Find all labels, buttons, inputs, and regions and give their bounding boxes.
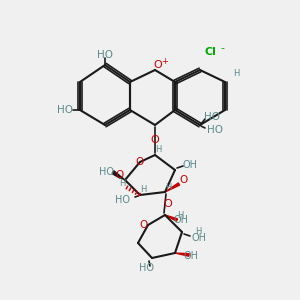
Text: H: H (233, 70, 239, 79)
Text: O: O (164, 199, 172, 209)
Text: H: H (195, 227, 201, 236)
Text: OH: OH (191, 233, 206, 243)
Text: O: O (140, 220, 148, 230)
Polygon shape (165, 183, 180, 192)
Text: O: O (179, 175, 187, 185)
Text: HO: HO (97, 50, 113, 60)
Text: +: + (162, 56, 168, 65)
Text: O: O (154, 60, 162, 70)
Text: H: H (119, 178, 125, 188)
Text: H: H (140, 185, 146, 194)
Polygon shape (112, 171, 125, 180)
Polygon shape (175, 253, 189, 256)
Text: O: O (151, 135, 159, 145)
Text: H: H (155, 145, 161, 154)
Text: OH: OH (182, 160, 197, 170)
Text: -: - (220, 43, 224, 53)
Text: Cl: Cl (204, 47, 216, 57)
Text: HO: HO (207, 125, 223, 135)
Text: HO: HO (115, 195, 130, 205)
Text: O: O (136, 157, 144, 167)
Text: HO: HO (100, 167, 115, 177)
Text: HO: HO (57, 105, 73, 115)
Text: HO: HO (204, 112, 220, 122)
Text: OH: OH (184, 251, 199, 261)
Text: HO: HO (140, 263, 154, 273)
Polygon shape (165, 215, 178, 221)
Text: H: H (165, 182, 171, 191)
Text: H: H (177, 211, 183, 220)
Text: O: O (116, 170, 124, 180)
Text: OH: OH (173, 215, 188, 225)
